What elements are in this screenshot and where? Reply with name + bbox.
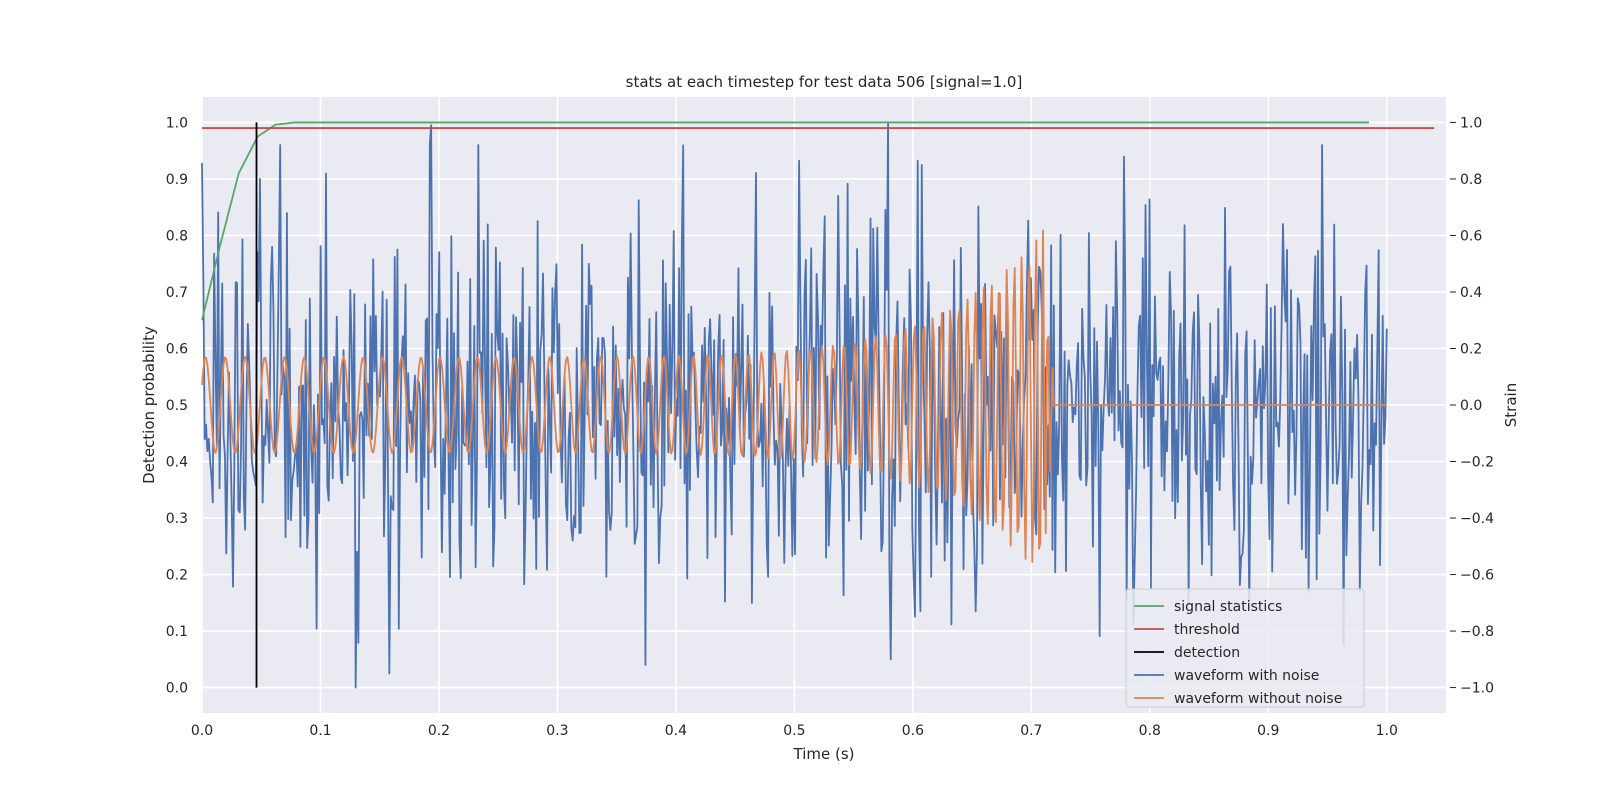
legend: signal statistics threshold detection wavef… (1125, 588, 1365, 708)
series-layer (201, 121, 1435, 689)
x-axis-title: Time (s) (793, 745, 855, 763)
y-tick-label: 1.0 (166, 115, 188, 131)
y-tick-label: 0.2 (166, 568, 188, 584)
y-tick-label: 0.7 (166, 285, 188, 301)
y-tick-label: 0.8 (166, 228, 188, 244)
x-tick-label: 0.2 (428, 723, 450, 739)
y2-axis-title: Strain (1502, 383, 1520, 427)
axes: 0.0 0.1 0.2 0.3 0.4 0.5 0.6 0.7 0.8 0.9 1.0 0.0 0.1 0… (166, 115, 1494, 739)
series-line-signal-statistics (201, 121, 1369, 321)
chart-title: stats at each timestep for test data 506… (626, 73, 1023, 91)
y2-tick-label: −0.2 (1460, 455, 1494, 471)
x-tick-label: 0.9 (1257, 723, 1279, 739)
legend-label: signal statistics (1174, 599, 1282, 615)
y2-tick-label: 0.6 (1460, 228, 1482, 244)
y-tick-label: 0.1 (166, 624, 188, 640)
legend-label: threshold (1174, 622, 1240, 638)
legend-box (1125, 588, 1365, 708)
series-line-waveform-without-noise (201, 229, 1387, 563)
y-tick-label: 0.6 (166, 341, 188, 357)
y-tick-label: 0.9 (166, 172, 188, 188)
y2-tick-label: 0.8 (1460, 172, 1482, 188)
y-tick-label: 0.4 (166, 455, 188, 471)
legend-label: detection (1174, 645, 1240, 661)
x-tick-label: 0.5 (783, 723, 805, 739)
y-tick-label: 0.0 (166, 681, 188, 697)
y2-tick-label: 1.0 (1460, 115, 1482, 131)
series-line-waveform-with-noise (201, 121, 1388, 689)
y-tick-label: 0.3 (166, 511, 188, 527)
y-axis-title: Detection probability (140, 326, 158, 484)
x-tick-label: 0.8 (1139, 723, 1161, 739)
legend-label: waveform with noise (1174, 668, 1319, 684)
y2-tick-label: −0.4 (1460, 511, 1494, 527)
x-tick-label: 1.0 (1376, 723, 1398, 739)
x-tick-label: 0.3 (546, 723, 568, 739)
y2-tick-label: 0.0 (1460, 398, 1482, 414)
y2-tick-label: −0.6 (1460, 568, 1494, 584)
x-tick-label: 0.1 (309, 723, 331, 739)
x-tick-label: 0.7 (1020, 723, 1042, 739)
y2-tick-label: 0.4 (1460, 285, 1482, 301)
x-tick-label: 0.0 (191, 723, 213, 739)
x-tick-label: 0.6 (902, 723, 924, 739)
y2-tick-label: 0.2 (1460, 341, 1482, 357)
y2-tick-label: −0.8 (1460, 624, 1494, 640)
y2-tick-label: −1.0 (1460, 681, 1494, 697)
y-tick-label: 0.5 (166, 398, 188, 414)
legend-label: waveform without noise (1174, 691, 1342, 707)
x-tick-label: 0.4 (665, 723, 687, 739)
